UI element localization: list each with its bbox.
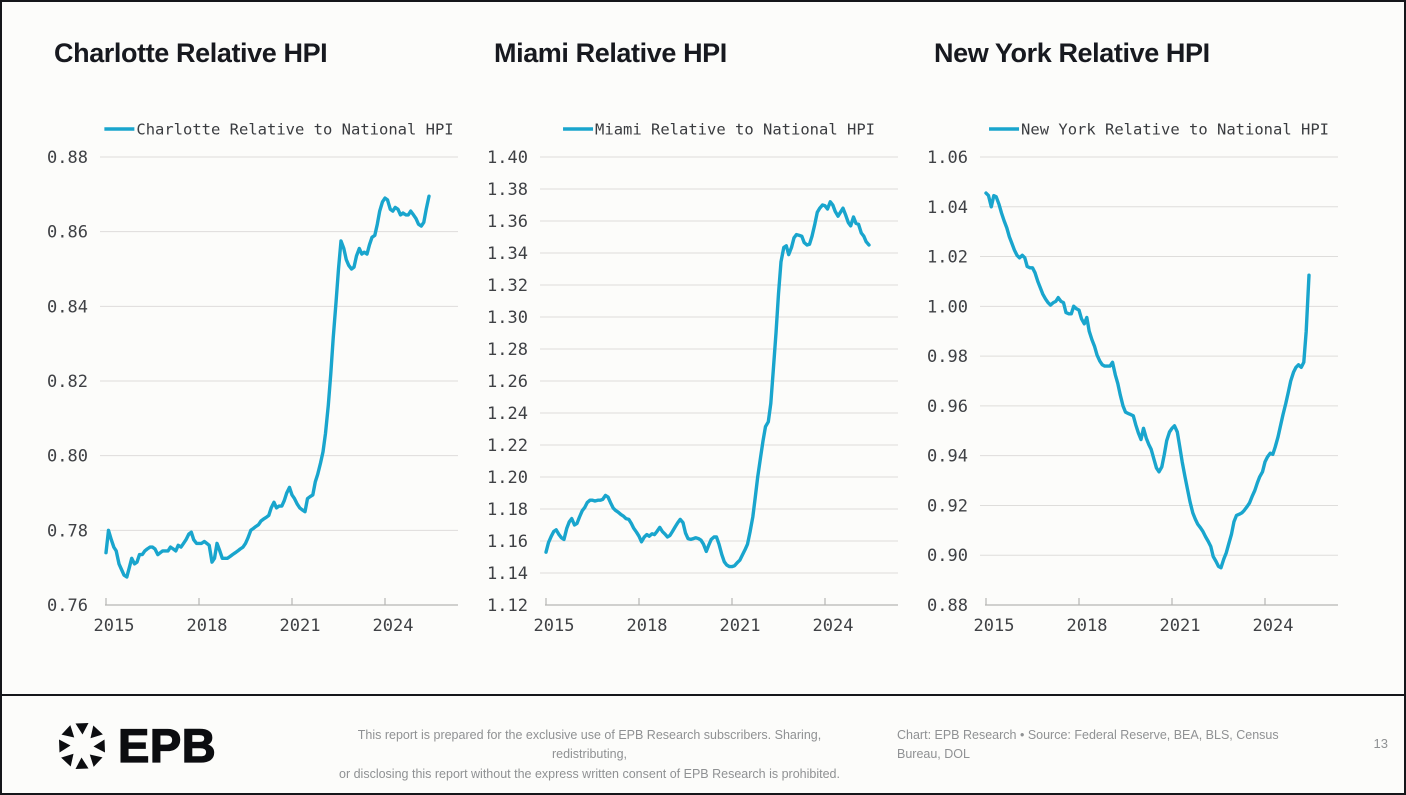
y-axis-tick-label: 1.28	[487, 340, 528, 360]
chart-panel-charlotte: Charlotte Relative HPI 0.88 0.86 0.84 0.82 0…	[30, 32, 480, 662]
y-axis-tick-label: 0.94	[927, 447, 968, 467]
x-axis-tick-label: 2018	[627, 616, 668, 636]
credit-line-1: Chart: EPB Research • Source: Federal Re…	[897, 728, 1279, 742]
y-axis-tick-label: 0.96	[927, 397, 968, 417]
series-line	[104, 194, 431, 579]
chart-title-new-york: New York Relative HPI	[934, 38, 1210, 68]
legend-label: Charlotte Relative to National HPI	[136, 121, 453, 139]
y-axis-tick-label: 0.92	[927, 496, 968, 516]
x-axis-tick-label: 2015	[534, 616, 575, 636]
y-axis-tick-label: 0.90	[927, 546, 968, 566]
y-axis-tick-label: 1.34	[487, 244, 528, 264]
legend-label: Miami Relative to National HPI	[595, 121, 875, 139]
x-axis-tick-label: 2018	[1067, 616, 1108, 636]
source-credit: Chart: EPB Research • Source: Federal Re…	[897, 726, 1279, 765]
miami-line-chart: 1.40 1.38 1.36 1.34 1.32 1.30 1.28 1.26 1.24 1.22…	[487, 121, 898, 636]
x-axis-tick-label: 2015	[94, 616, 135, 636]
chart-title-charlotte: Charlotte Relative HPI	[54, 38, 328, 68]
y-axis-tick-label: 1.32	[487, 276, 528, 296]
y-axis-tick-label: 0.78	[47, 521, 88, 541]
y-axis-tick-label: 1.00	[927, 297, 968, 317]
y-axis-tick-label: 1.02	[927, 248, 968, 268]
y-axis-tick-label: 1.04	[927, 198, 968, 218]
y-axis-tick-label: 1.16	[487, 532, 528, 552]
y-axis-tick-label: 0.80	[47, 447, 88, 467]
y-axis-tick-label: 0.82	[47, 372, 88, 392]
y-axis-tick-label: 1.26	[487, 372, 528, 392]
footer: EPB This report is prepared for the excl…	[2, 694, 1404, 793]
x-axis-tick-label: 2021	[1160, 616, 1201, 636]
x-axis-tick-label: 2018	[187, 616, 228, 636]
charlotte-line-chart: 0.88 0.86 0.84 0.82 0.80 0.78 0.76 2015 2018 2021…	[47, 121, 458, 636]
y-axis-tick-label: 0.88	[47, 148, 88, 168]
y-axis-tick-label: 1.24	[487, 404, 528, 424]
y-axis-tick-label: 1.36	[487, 212, 528, 232]
chart-title-miami: Miami Relative HPI	[494, 38, 727, 68]
y-axis-tick-label: 0.76	[47, 596, 88, 616]
y-axis-tick-label: 1.40	[487, 148, 528, 168]
chart-panel-miami: Miami Relative HPI 1.40 1.38 1.36 1.34 1.32 1…	[470, 32, 920, 662]
x-axis-tick-label: 2015	[974, 616, 1015, 636]
y-axis-tick-label: 1.06	[927, 148, 968, 168]
y-axis-tick-label: 0.98	[927, 347, 968, 367]
credit-line-2: Bureau, DOL	[897, 747, 970, 762]
y-axis-tick-label: 0.88	[927, 596, 968, 616]
epb-logo-text: EPB	[117, 718, 217, 772]
series-line	[984, 191, 1311, 570]
y-axis-tick-label: 1.38	[487, 180, 528, 200]
epb-logo: EPB	[56, 718, 216, 773]
y-axis-tick-label: 1.22	[487, 436, 528, 456]
y-axis-tick-label: 1.12	[487, 596, 528, 616]
x-axis-tick-label: 2024	[813, 616, 854, 636]
disclaimer-text: This report is prepared for the exclusiv…	[322, 726, 857, 784]
series-line	[544, 200, 871, 569]
y-axis-tick-label: 1.14	[487, 564, 528, 584]
disclaimer-line-1: This report is prepared for the exclusiv…	[357, 728, 822, 762]
x-axis-tick-label: 2021	[280, 616, 321, 636]
y-axis-tick-label: 0.84	[47, 297, 88, 317]
y-axis-tick-label: 1.20	[487, 468, 528, 488]
y-axis-tick-label: 1.18	[487, 500, 528, 520]
legend-label: New York Relative to National HPI	[1021, 121, 1329, 139]
x-axis-tick-label: 2024	[1253, 616, 1294, 636]
disclaimer-line-2: or disclosing this report without the ex…	[339, 766, 840, 781]
new-york-line-chart: 1.06 1.04 1.02 1.00 0.98 0.96 0.94 0.92 0.90 0.88…	[927, 121, 1338, 636]
x-axis-tick-label: 2024	[373, 616, 414, 636]
y-axis-tick-label: 1.30	[487, 308, 528, 328]
x-axis-tick-label: 2021	[720, 616, 761, 636]
chart-panel-new-york: New York Relative HPI 1.06 1.04 1.02 1.00 0.…	[910, 32, 1360, 662]
page-number: 13	[1373, 736, 1388, 751]
y-axis-tick-label: 0.86	[47, 223, 88, 243]
epb-logo-icon	[59, 722, 105, 769]
